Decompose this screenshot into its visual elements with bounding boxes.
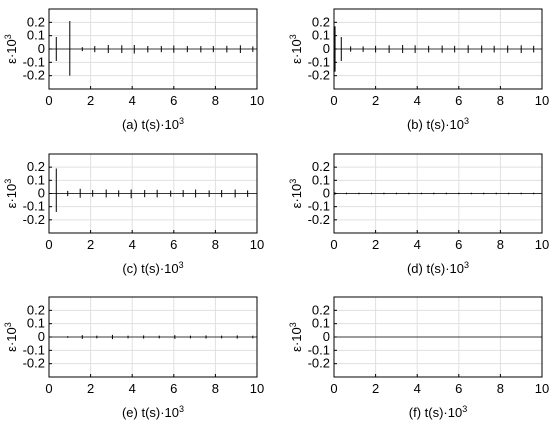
y-tick-label: -0.2 (23, 212, 45, 227)
panel-d: 0 2 4 6 8 10-0.2-0.100.10.2ε·103(d) t(s)·103 (288, 153, 549, 276)
panel-f: 0 2 4 6 8 10-0.2-0.100.10.2ε·103(f) t(s)·103 (288, 296, 549, 420)
x-tick-label: 10 (535, 381, 549, 396)
x-tick-label: 10 (535, 237, 549, 252)
y-tick-label: 0 (38, 329, 45, 344)
x-tick-label: 6 (170, 93, 177, 108)
y-axis-label: ε·103 (3, 34, 19, 64)
x-tick-label: 10 (535, 93, 549, 108)
y-tick-label: 0.1 (27, 28, 45, 43)
y-tick-label: 0.2 (27, 302, 45, 317)
x-tick-label: 10 (250, 93, 264, 108)
x-tick-label: 2 (372, 93, 379, 108)
y-tick-label: 0.1 (312, 316, 330, 331)
x-tick-label: 6 (170, 381, 177, 396)
y-axis-label: ε·103 (3, 322, 19, 352)
x-tick-label: 0 (45, 93, 52, 108)
x-tick-label: 6 (455, 381, 462, 396)
y-tick-label: -0.1 (23, 342, 45, 357)
panel-caption: (a) t(s)·103 (122, 116, 184, 132)
y-tick-label: 0 (323, 41, 330, 56)
y-tick-label: 0 (38, 186, 45, 201)
y-tick-label: 0 (38, 41, 45, 56)
x-tick-label: 4 (129, 93, 136, 108)
y-tick-label: -0.2 (23, 68, 45, 83)
y-tick-label: -0.1 (23, 54, 45, 69)
y-tick-label: -0.1 (308, 54, 330, 69)
panel-caption: (e) t(s)·103 (122, 404, 184, 420)
x-tick-label: 4 (414, 93, 421, 108)
x-tick-label: 2 (87, 237, 94, 252)
x-tick-label: 2 (87, 93, 94, 108)
x-tick-label: 8 (212, 381, 219, 396)
y-tick-label: 0.2 (312, 302, 330, 317)
y-tick-label: 0.1 (312, 172, 330, 187)
x-tick-label: 4 (414, 237, 421, 252)
panel-caption: (d) t(s)·103 (407, 260, 469, 276)
y-axis-label: ε·103 (288, 34, 304, 64)
panel-caption: (f) t(s)·103 (409, 404, 467, 420)
y-tick-label: 0.1 (312, 28, 330, 43)
y-tick-label: -0.1 (308, 199, 330, 214)
x-tick-label: 0 (45, 237, 52, 252)
x-tick-label: 0 (330, 381, 337, 396)
panel-e: 0 2 4 6 8 10-0.2-0.100.10.2ε·103(e) t(s)·103 (3, 296, 264, 420)
x-tick-label: 10 (250, 381, 264, 396)
x-tick-label: 4 (129, 237, 136, 252)
x-tick-label: 8 (497, 93, 504, 108)
y-axis-label: ε·103 (3, 179, 19, 209)
x-tick-label: 6 (170, 237, 177, 252)
y-tick-label: -0.2 (308, 68, 330, 83)
x-tick-label: 10 (250, 237, 264, 252)
y-tick-label: 0.2 (27, 14, 45, 29)
y-axis-label: ε·103 (288, 179, 304, 209)
y-tick-label: -0.2 (308, 212, 330, 227)
y-tick-label: -0.2 (23, 356, 45, 371)
y-tick-label: 0.1 (27, 316, 45, 331)
panel-c: 0 2 4 6 8 10-0.2-0.100.10.2ε·103(c) t(s)·103 (3, 153, 264, 276)
x-tick-label: 4 (129, 381, 136, 396)
x-tick-label: 8 (212, 93, 219, 108)
y-tick-label: -0.1 (23, 199, 45, 214)
y-tick-label: 0.2 (312, 14, 330, 29)
y-tick-label: 0.2 (27, 159, 45, 174)
x-tick-label: 2 (87, 381, 94, 396)
panel-caption: (c) t(s)·103 (122, 260, 183, 276)
y-tick-label: -0.1 (308, 342, 330, 357)
x-tick-label: 4 (414, 381, 421, 396)
x-tick-label: 8 (212, 237, 219, 252)
x-tick-label: 6 (455, 93, 462, 108)
x-tick-label: 2 (372, 381, 379, 396)
y-tick-label: 0 (323, 329, 330, 344)
panel-a: 0 2 4 6 8 10-0.2-0.100.10.2ε·103(a) t(s)·103 (3, 8, 264, 132)
x-tick-label: 0 (330, 237, 337, 252)
x-tick-label: 0 (45, 381, 52, 396)
panel-caption: (b) t(s)·103 (407, 116, 469, 132)
y-tick-label: 0.1 (27, 172, 45, 187)
x-tick-label: 0 (330, 93, 337, 108)
y-tick-label: 0 (323, 186, 330, 201)
x-tick-label: 6 (455, 237, 462, 252)
y-tick-label: -0.2 (308, 356, 330, 371)
x-tick-label: 2 (372, 237, 379, 252)
y-tick-label: 0.2 (312, 159, 330, 174)
panel-b: 0 2 4 6 8 10-0.2-0.100.10.2ε·103(b) t(s)·103 (288, 8, 549, 132)
x-tick-label: 8 (497, 381, 504, 396)
y-axis-label: ε·103 (288, 322, 304, 352)
x-tick-label: 8 (497, 237, 504, 252)
